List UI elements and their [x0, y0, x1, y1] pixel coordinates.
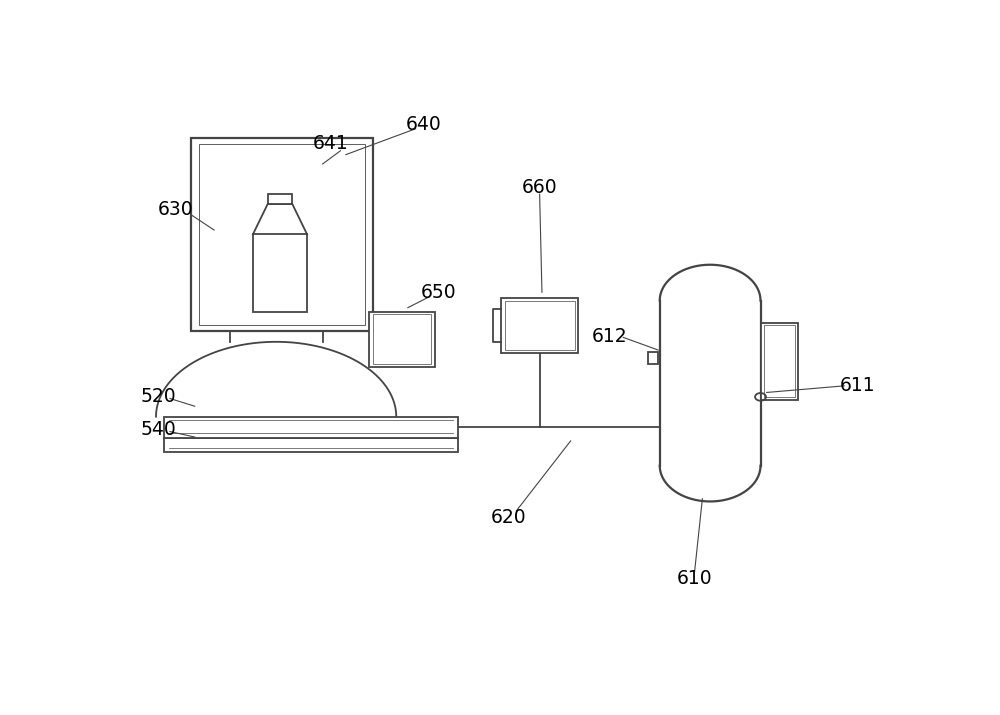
Text: 641: 641: [312, 134, 348, 153]
Bar: [764, 325, 795, 398]
Text: 611: 611: [840, 376, 875, 395]
Text: 610: 610: [677, 569, 712, 588]
Text: 520: 520: [141, 388, 176, 406]
Bar: [761, 322, 798, 400]
Bar: [648, 352, 658, 365]
Text: 650: 650: [421, 282, 457, 302]
Text: 640: 640: [406, 115, 441, 134]
Bar: [164, 438, 458, 452]
Bar: [253, 235, 307, 312]
Text: 620: 620: [491, 508, 526, 528]
Bar: [501, 297, 578, 352]
Bar: [191, 138, 373, 331]
Text: 540: 540: [140, 420, 176, 440]
Bar: [369, 312, 435, 367]
Bar: [164, 417, 458, 438]
Text: 612: 612: [592, 327, 627, 346]
Bar: [268, 194, 292, 204]
Text: 630: 630: [158, 200, 193, 220]
Bar: [199, 144, 365, 325]
Bar: [373, 315, 431, 364]
Bar: [505, 300, 574, 350]
Text: 660: 660: [522, 178, 557, 197]
